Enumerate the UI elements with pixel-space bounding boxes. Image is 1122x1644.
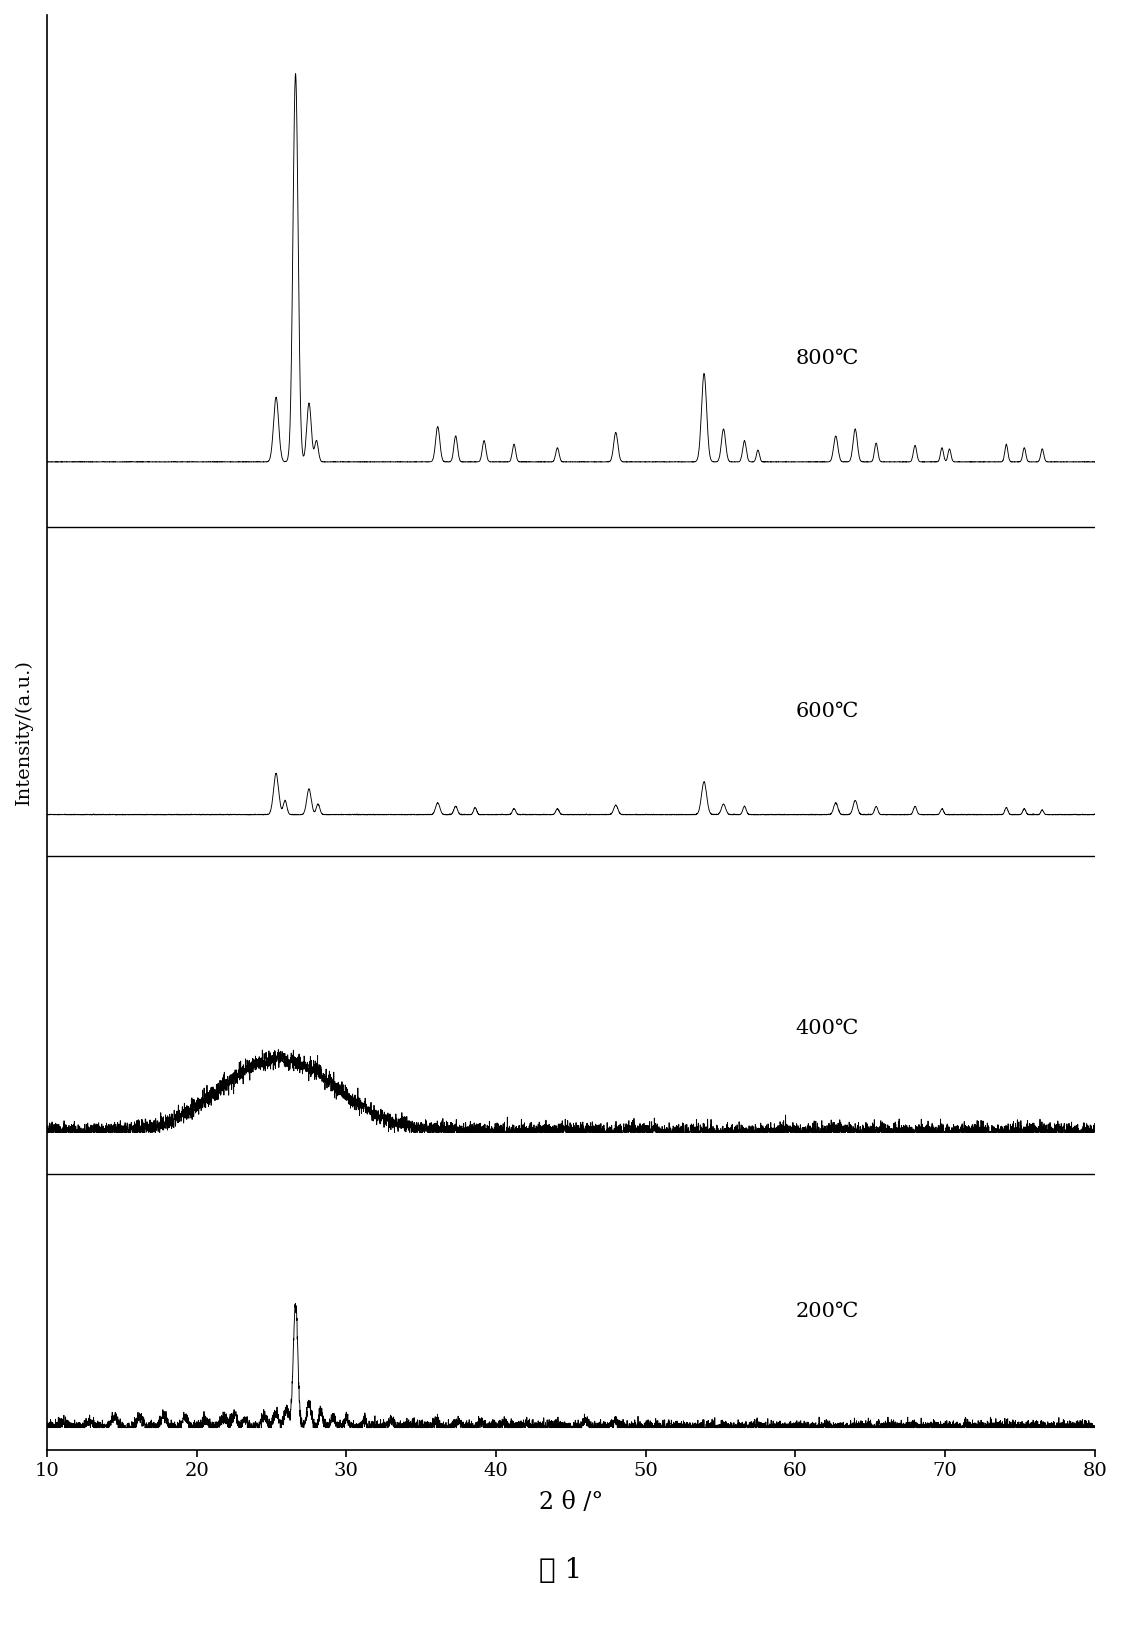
Text: 图 1: 图 1 [540,1557,582,1585]
Text: 600℃: 600℃ [795,702,858,720]
Text: 400℃: 400℃ [795,1019,858,1039]
Y-axis label: Intensity/(a.u.): Intensity/(a.u.) [15,659,34,806]
X-axis label: 2 θ /°: 2 θ /° [539,1491,603,1514]
Text: 200℃: 200℃ [795,1302,858,1320]
Text: 800℃: 800℃ [795,349,858,368]
